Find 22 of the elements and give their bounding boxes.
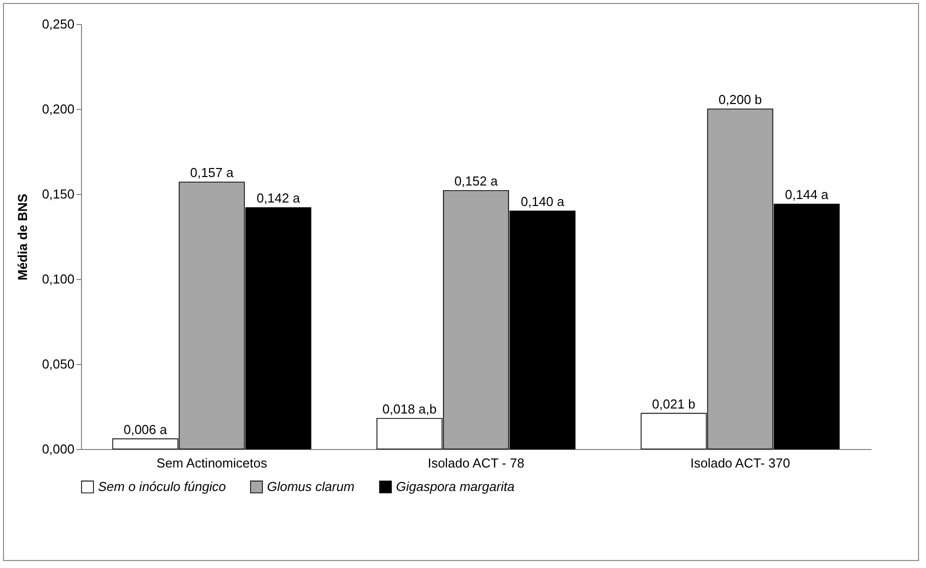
y-tick-label: 0,150 [42,186,74,202]
y-axis-title: Média de BNS [14,193,30,280]
data-label: 0,021 b [652,396,696,412]
legend-label: Gigaspora margarita [396,478,514,494]
legend-label: Sem o inóculo fúngico [98,478,226,494]
data-label: 0,140 a [520,194,565,209]
data-label: 0,152 a [454,174,498,189]
data-label: 0,200 b [718,92,762,107]
x-tick-label: Sem Actinomicetos [156,456,268,470]
data-label: 0,006 a [124,422,168,437]
data-label: 0,018 a,b [382,401,437,416]
y-tick-label: 0,000 [42,442,74,456]
y-tick-label: 0,050 [42,356,74,372]
data-label: 0,144 a [785,187,830,202]
data-label: 0,142 a [256,190,301,206]
legend-label: Glomus clarum [267,478,355,494]
y-tick-label: 0,250 [42,16,74,32]
data-label: 0,157 a [190,165,234,180]
y-tick-label: 0,100 [42,272,74,286]
x-tick-label: Isolado ACT - 78 [428,456,524,470]
x-tick-label: Isolado ACT- 370 [690,456,790,470]
y-tick-label: 0,200 [42,102,74,116]
